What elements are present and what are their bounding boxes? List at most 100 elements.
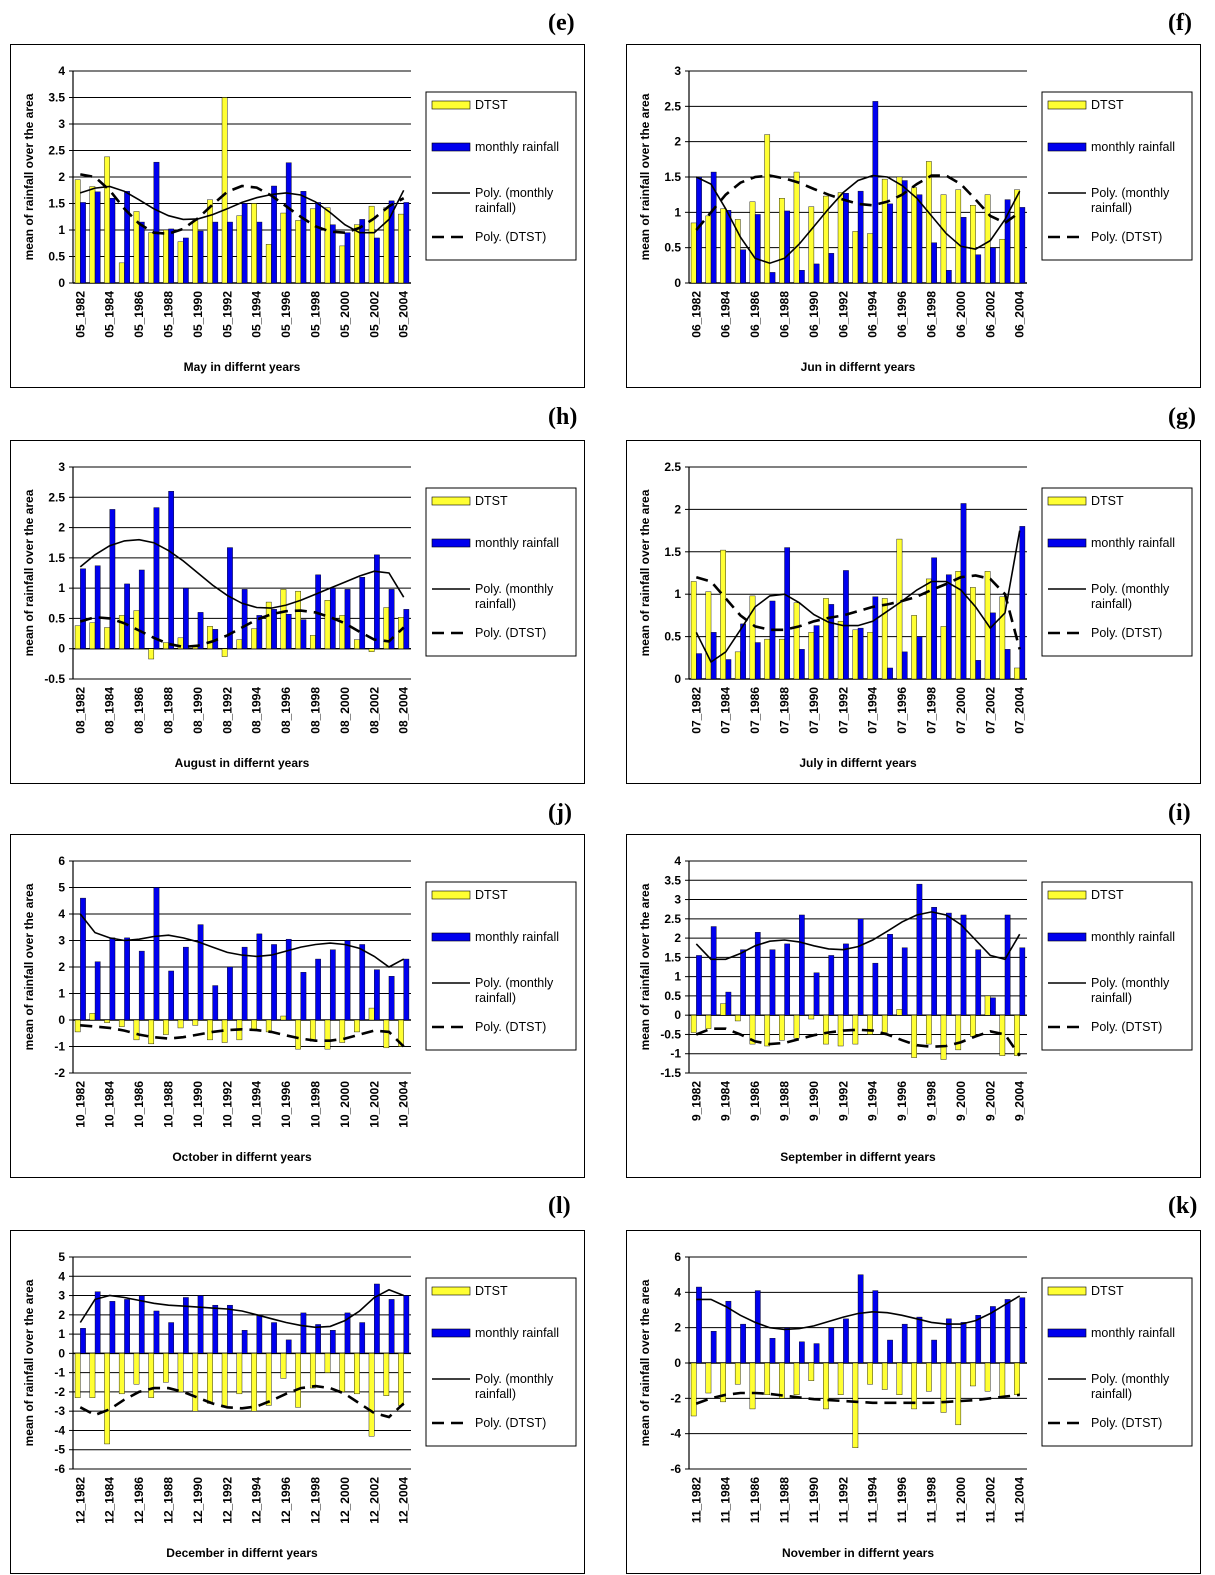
- x-tick-label: 12_1986: [132, 1477, 146, 1524]
- rainfall-bar: [784, 547, 791, 680]
- y-tick-label: 4: [58, 1269, 65, 1283]
- rainfall-bar: [769, 949, 776, 1016]
- x-tick-label: 08_1982: [73, 687, 87, 734]
- y-tick-label: 5: [58, 881, 65, 895]
- chart-svg: -6 -5 -4 -3 -2 -1 0 1 2 3 4 5 12_1982 12_1984 12_1986 1…: [22, 1250, 577, 1560]
- y-tick-label: 2: [674, 1321, 681, 1335]
- dtst-bar: [720, 549, 726, 680]
- dtst-bar: [177, 1019, 184, 1029]
- dtst-bar: [163, 1353, 169, 1383]
- rainfall-bar: [374, 237, 380, 284]
- dtst-bar: [925, 578, 932, 680]
- x-tick-label: 06_2002: [983, 291, 997, 338]
- dtst-bar: [163, 229, 169, 284]
- rainfall-bar: [901, 947, 908, 1016]
- rainfall-bar: [241, 946, 248, 1021]
- x-tick-label: 9_1992: [836, 1081, 850, 1121]
- rainfall-bar: [710, 171, 717, 284]
- rainfall-bar: [828, 253, 835, 284]
- rainfall-bar: [799, 270, 805, 284]
- rainfall-bar: [256, 615, 263, 649]
- dtst-bar: [808, 1362, 815, 1381]
- dtst-bar: [118, 615, 125, 649]
- rainfall-bar: [769, 1338, 776, 1364]
- legend-rainfall-swatch: [431, 1328, 471, 1338]
- dtst-bar: [984, 194, 991, 284]
- y-tick-label: 2: [58, 170, 65, 184]
- rainfall-bar: [990, 247, 996, 284]
- dtst-bar: [398, 213, 404, 284]
- dtst-bar: [221, 648, 228, 657]
- rainfall-bar: [315, 958, 321, 1021]
- chart-svg: -0.5 0 0.5 1 1.5 2 2.5 3 08_1982 08_1984 08_1986 08…: [22, 460, 577, 770]
- rainfall-bar: [359, 944, 366, 1021]
- x-tick-label: 07_1998: [924, 687, 938, 734]
- dtst-bar: [133, 1353, 140, 1385]
- x-tick-label: 07_1990: [807, 687, 821, 734]
- rainfall-bar: [857, 627, 864, 680]
- dtst-bar: [251, 203, 257, 284]
- legend-box: [425, 1277, 577, 1447]
- rainfall-bar: [403, 958, 410, 1021]
- rainfall-bar: [945, 1318, 952, 1364]
- dtst-bar: [251, 628, 257, 649]
- dtst-bar: [207, 1353, 213, 1404]
- legend-rainfall-swatch: [1047, 1328, 1087, 1338]
- legend-box: [1041, 881, 1193, 1051]
- legend-poly-rainfall-label: Poly. (monthly rainfall): [1091, 186, 1170, 215]
- rainfall-bar: [315, 202, 321, 284]
- x-tick-label: 9_2002: [983, 1081, 997, 1121]
- rainfall-bar: [388, 1299, 395, 1354]
- y-tick-label: -1.5: [660, 1066, 681, 1080]
- rainfall-bar: [960, 1322, 967, 1364]
- legend: DTST monthly rainfall Poly. (monthly rainfa…: [425, 487, 577, 657]
- dtst-bar: [881, 1362, 888, 1390]
- y-tick-label: -0.5: [660, 1027, 681, 1041]
- y-tick-label: 4: [58, 64, 65, 78]
- x-tick-label: 9_1988: [778, 1081, 792, 1121]
- x-tick-label: 08_1984: [103, 687, 117, 734]
- rainfall-bar: [359, 1322, 366, 1354]
- rainfall-bar: [887, 203, 893, 284]
- x-tick-label: 11_2004: [1013, 1477, 1027, 1523]
- y-tick-label: 0.5: [48, 611, 65, 625]
- dtst-bar: [705, 1014, 712, 1029]
- y-tick-label: 4: [674, 854, 681, 868]
- dtst-bar: [925, 161, 932, 284]
- rainfall-bar: [975, 1315, 982, 1364]
- y-tick-label: 0.5: [48, 250, 65, 264]
- rainfall-bar: [168, 228, 175, 284]
- dtst-bar: [89, 622, 96, 649]
- rainfall-bar: [197, 1295, 204, 1354]
- rainfall-bar: [769, 600, 776, 680]
- rainfall-bar: [975, 660, 982, 680]
- dtst-bar: [867, 233, 873, 284]
- x-tick-label: 9_1984: [719, 1081, 733, 1121]
- legend-dtst-label: DTST: [475, 494, 508, 508]
- dtst-bar: [309, 1019, 316, 1042]
- x-tick-label: 06_1986: [748, 291, 762, 338]
- y-tick-label: -3: [54, 1404, 65, 1418]
- rainfall-bar: [168, 970, 175, 1021]
- y-axis-title: mean of rainfall over the area: [22, 883, 36, 1050]
- rainfall-bar: [872, 596, 879, 680]
- dtst-bar: [354, 1353, 360, 1395]
- x-tick-label: 12_1982: [73, 1477, 87, 1524]
- x-tick-label: 9_1990: [807, 1081, 821, 1121]
- x-tick-label: 05_2002: [367, 291, 381, 338]
- dtst-bar: [837, 1362, 844, 1395]
- x-tick-label: 10_2000: [338, 1081, 352, 1128]
- dtst-bar: [940, 626, 947, 680]
- y-tick-label: 4: [58, 907, 65, 921]
- rainfall-bar: [300, 1312, 307, 1354]
- dtst-bar: [265, 601, 272, 649]
- dtst-bar: [852, 1362, 859, 1449]
- rainfall-bar: [1004, 914, 1011, 1016]
- x-tick-label: 08_1988: [162, 687, 176, 734]
- rainfall-bar: [931, 242, 937, 284]
- dtst-bar: [734, 651, 741, 680]
- chart-panel: -6 -4 -2 0 2 4 6 11_1982 11_1984 11_1986 11_1988 11…: [626, 1230, 1201, 1574]
- rainfall-bar: [901, 1323, 908, 1364]
- legend-rainfall-label: monthly rainfall: [1091, 536, 1175, 550]
- dtst-bar: [1014, 1014, 1020, 1056]
